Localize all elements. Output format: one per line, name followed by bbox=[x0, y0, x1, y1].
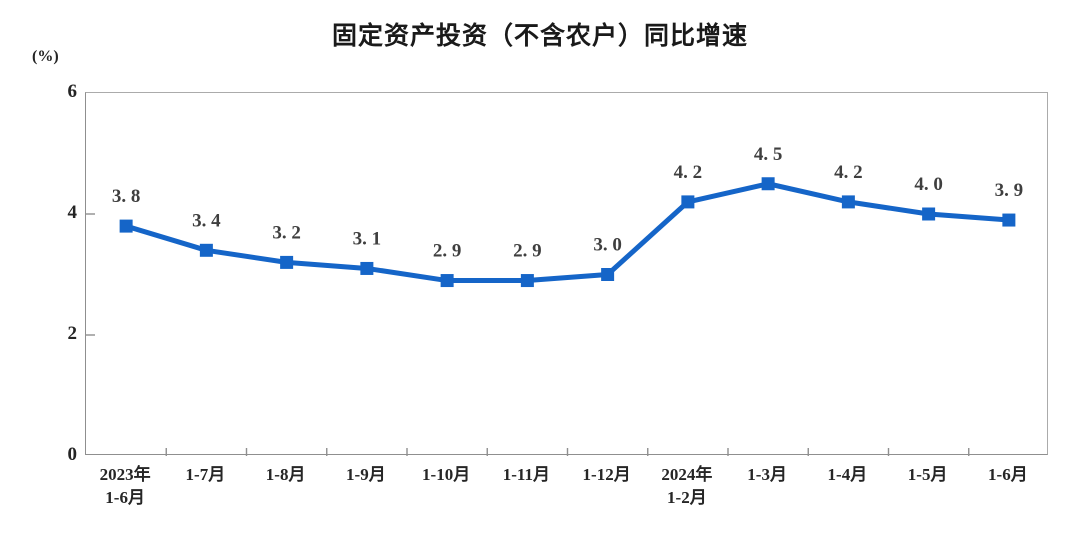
data-point-marker bbox=[761, 177, 775, 191]
data-point-label: 4. 5 bbox=[754, 144, 783, 165]
data-point-marker bbox=[520, 274, 534, 288]
x-axis-category-label: 1-9月 bbox=[346, 465, 386, 484]
y-axis-tick-label: 2 bbox=[67, 323, 78, 344]
x-axis-category-label: 2024年 1-2月 bbox=[661, 465, 713, 507]
x-axis-category-label: 1-8月 bbox=[265, 465, 306, 484]
x-axis-category-label: 1-10月 bbox=[422, 465, 471, 484]
x-axis-category-label: 1-11月 bbox=[502, 465, 550, 484]
data-point-marker bbox=[119, 219, 133, 233]
data-point-marker bbox=[360, 261, 374, 275]
x-axis-category-label: 1-6月 bbox=[988, 465, 1028, 484]
y-axis-unit-label: (%) bbox=[32, 48, 59, 65]
line-chart-canvas: 3. 8 3. 4 3. 2 3. 1 2. 9 2. 9 3. 0 4. 2 4. 5 4. 2… bbox=[86, 144, 1024, 456]
data-point-label: 3. 1 bbox=[353, 228, 382, 249]
data-point-marker bbox=[922, 207, 936, 221]
x-axis-category-label: 2023年 1-6月 bbox=[99, 465, 151, 507]
data-point-marker bbox=[601, 268, 615, 281]
data-point-label: 2. 9 bbox=[433, 241, 462, 262]
data-point-marker bbox=[1002, 213, 1016, 227]
data-point-label: 4. 2 bbox=[674, 162, 703, 183]
data-point-label: 2. 9 bbox=[513, 241, 542, 262]
data-point-marker bbox=[841, 195, 855, 209]
data-point-label: 3. 4 bbox=[192, 210, 221, 231]
data-point-label: 4. 2 bbox=[834, 162, 863, 183]
data-point-label: 3. 8 bbox=[112, 186, 141, 207]
x-axis-category-label: 1-3月 bbox=[747, 465, 787, 484]
data-point-marker bbox=[440, 274, 454, 288]
x-axis-tick-labels: 2023年 1-6月 1-7月 1-8月 1-9月 1-10月 1-11月 1-12月 202… bbox=[85, 463, 1048, 509]
data-point-label: 3. 0 bbox=[593, 235, 622, 256]
data-point-marker bbox=[681, 195, 695, 209]
data-point-label: 4. 0 bbox=[914, 174, 943, 195]
chart-title: 固定资产投资（不含农户）同比增速 bbox=[331, 22, 748, 50]
data-point-label: 3. 2 bbox=[272, 222, 301, 243]
x-axis-category-label: 1-7月 bbox=[185, 465, 226, 484]
data-point-marker bbox=[199, 243, 213, 257]
x-axis-category-label: 1-4月 bbox=[827, 465, 868, 484]
y-axis-tick-label: 4 bbox=[67, 202, 78, 223]
y-axis-tick-label: 6 bbox=[67, 81, 78, 102]
data-point-marker bbox=[280, 255, 294, 269]
x-axis-category-label: 1-12月 bbox=[582, 465, 631, 484]
plot-area: 3. 8 3. 4 3. 2 3. 1 2. 9 2. 9 3. 0 4. 2 4. 5 4. 2… bbox=[85, 92, 1048, 456]
series-line bbox=[123, 181, 1012, 284]
x-axis-category-label: 1-5月 bbox=[907, 465, 948, 484]
data-point-label: 3. 9 bbox=[995, 180, 1024, 201]
y-axis-tick-label: 0 bbox=[67, 444, 78, 465]
